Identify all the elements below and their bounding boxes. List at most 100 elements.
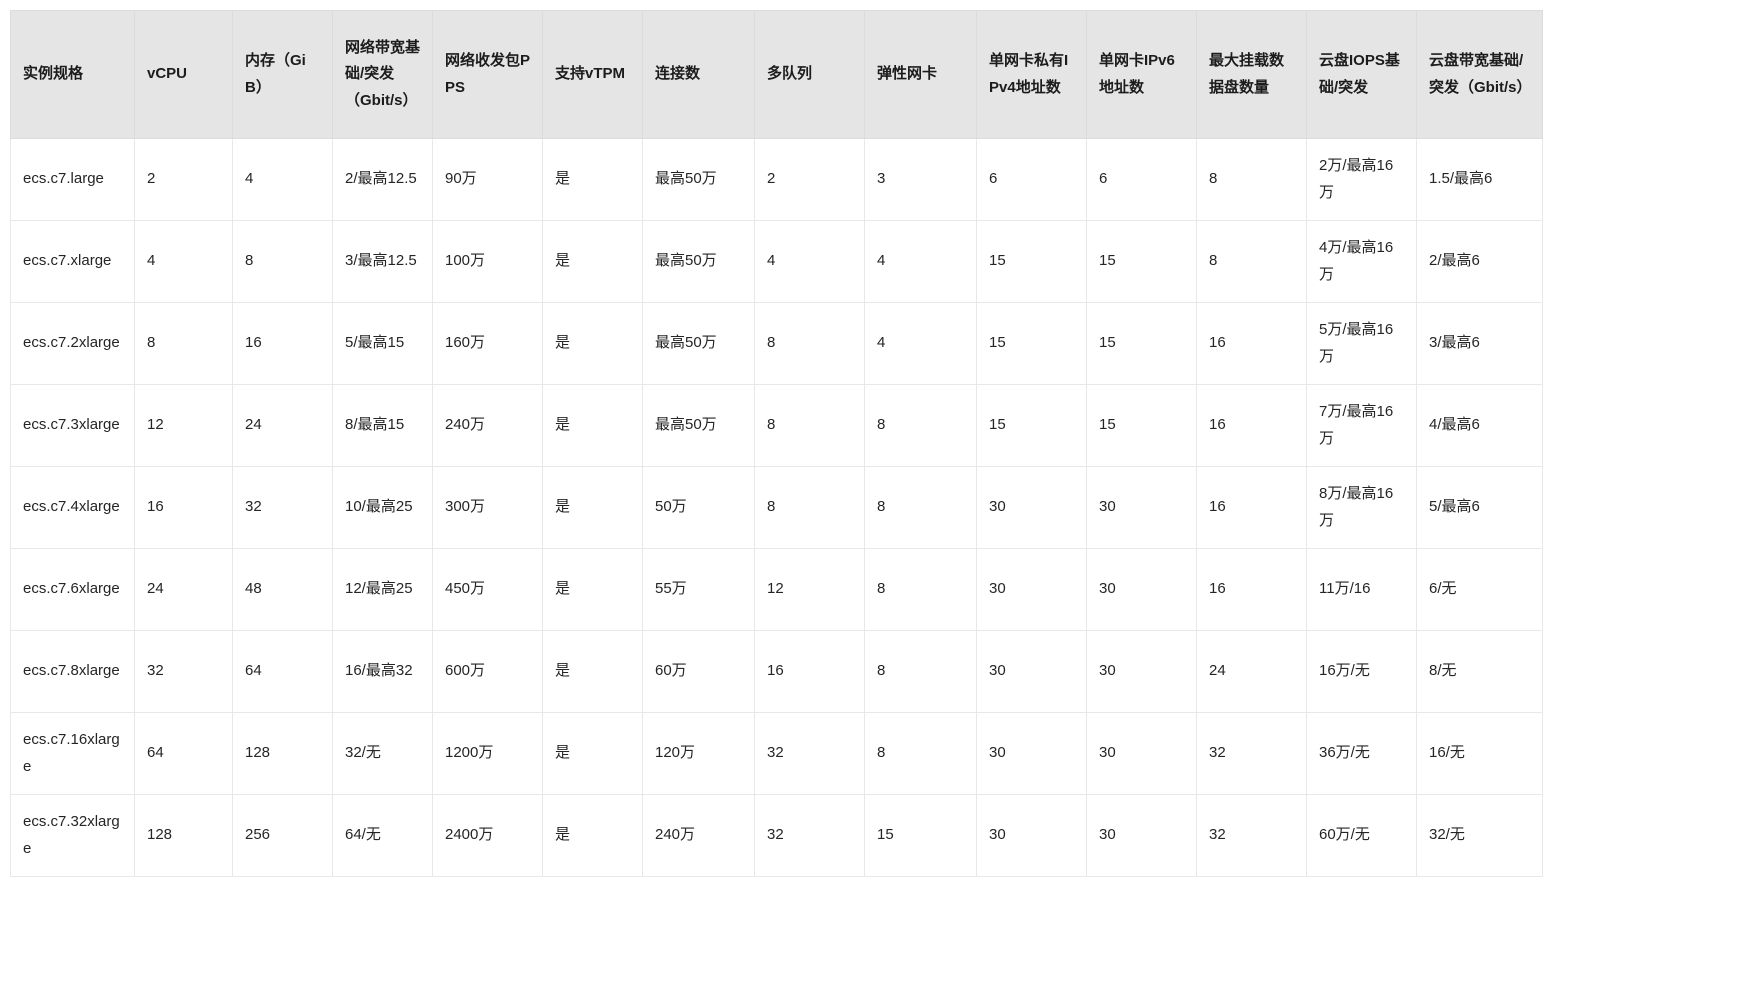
cell-memory: 128 — [232, 712, 333, 795]
table-row: ecs.c7.8xlarge 32 64 16/最高32 600万 是 60万 … — [10, 630, 1543, 713]
cell-vtpm: 是 — [542, 302, 643, 385]
cell-multi-queue: 32 — [754, 712, 865, 795]
cell-disk-iops: 8万/最高16万 — [1306, 466, 1417, 549]
cell-ipv6: 15 — [1086, 220, 1197, 303]
cell-elastic-nic: 8 — [864, 630, 977, 713]
cell-disk-iops: 7万/最高16万 — [1306, 384, 1417, 467]
cell-vcpu: 32 — [134, 630, 233, 713]
cell-max-data-disks: 8 — [1196, 138, 1307, 221]
cell-pps: 100万 — [432, 220, 543, 303]
cell-disk-bandwidth: 5/最高6 — [1416, 466, 1543, 549]
cell-connections: 最高50万 — [642, 220, 755, 303]
column-header-max-data-disks: 最大挂载数据盘数量 — [1196, 10, 1307, 139]
cell-private-ipv4: 15 — [976, 384, 1087, 467]
cell-vcpu: 4 — [134, 220, 233, 303]
cell-max-data-disks: 32 — [1196, 712, 1307, 795]
cell-max-data-disks: 16 — [1196, 548, 1307, 631]
cell-private-ipv4: 30 — [976, 712, 1087, 795]
cell-memory: 64 — [232, 630, 333, 713]
cell-network-bandwidth: 64/无 — [332, 794, 433, 877]
column-header-pps: 网络收发包PPS — [432, 10, 543, 139]
cell-pps: 160万 — [432, 302, 543, 385]
cell-vcpu: 64 — [134, 712, 233, 795]
cell-memory: 4 — [232, 138, 333, 221]
cell-private-ipv4: 15 — [976, 302, 1087, 385]
table-row: ecs.c7.3xlarge 12 24 8/最高15 240万 是 最高50万… — [10, 384, 1543, 467]
column-header-disk-iops: 云盘IOPS基础/突发 — [1306, 10, 1417, 139]
cell-connections: 最高50万 — [642, 138, 755, 221]
cell-max-data-disks: 16 — [1196, 384, 1307, 467]
cell-vtpm: 是 — [542, 548, 643, 631]
cell-private-ipv4: 30 — [976, 548, 1087, 631]
cell-vtpm: 是 — [542, 712, 643, 795]
cell-instance-type: ecs.c7.4xlarge — [10, 466, 135, 549]
cell-multi-queue: 2 — [754, 138, 865, 221]
table-body: ecs.c7.large 2 4 2/最高12.5 90万 是 最高50万 2 … — [10, 138, 1543, 877]
cell-network-bandwidth: 16/最高32 — [332, 630, 433, 713]
cell-connections: 50万 — [642, 466, 755, 549]
table-row: ecs.c7.large 2 4 2/最高12.5 90万 是 最高50万 2 … — [10, 138, 1543, 221]
cell-max-data-disks: 16 — [1196, 302, 1307, 385]
cell-elastic-nic: 8 — [864, 384, 977, 467]
cell-elastic-nic: 4 — [864, 302, 977, 385]
cell-disk-bandwidth: 4/最高6 — [1416, 384, 1543, 467]
cell-network-bandwidth: 3/最高12.5 — [332, 220, 433, 303]
cell-vcpu: 2 — [134, 138, 233, 221]
cell-connections: 60万 — [642, 630, 755, 713]
cell-vcpu: 12 — [134, 384, 233, 467]
cell-multi-queue: 8 — [754, 466, 865, 549]
cell-elastic-nic: 3 — [864, 138, 977, 221]
cell-network-bandwidth: 12/最高25 — [332, 548, 433, 631]
column-header-private-ipv4: 单网卡私有IPv4地址数 — [976, 10, 1087, 139]
cell-instance-type: ecs.c7.8xlarge — [10, 630, 135, 713]
column-header-vtpm: 支持vTPM — [542, 10, 643, 139]
cell-disk-iops: 5万/最高16万 — [1306, 302, 1417, 385]
cell-network-bandwidth: 32/无 — [332, 712, 433, 795]
column-header-disk-bandwidth: 云盘带宽基础/突发（Gbit/s） — [1416, 10, 1543, 139]
cell-pps: 1200万 — [432, 712, 543, 795]
cell-vtpm: 是 — [542, 138, 643, 221]
cell-disk-iops: 2万/最高16万 — [1306, 138, 1417, 221]
cell-instance-type: ecs.c7.16xlarge — [10, 712, 135, 795]
cell-instance-type: ecs.c7.32xlarge — [10, 794, 135, 877]
cell-ipv6: 15 — [1086, 384, 1197, 467]
cell-disk-bandwidth: 2/最高6 — [1416, 220, 1543, 303]
cell-disk-iops: 36万/无 — [1306, 712, 1417, 795]
cell-network-bandwidth: 5/最高15 — [332, 302, 433, 385]
cell-network-bandwidth: 2/最高12.5 — [332, 138, 433, 221]
cell-elastic-nic: 8 — [864, 548, 977, 631]
cell-ipv6: 15 — [1086, 302, 1197, 385]
cell-disk-iops: 4万/最高16万 — [1306, 220, 1417, 303]
cell-ipv6: 30 — [1086, 630, 1197, 713]
cell-disk-bandwidth: 3/最高6 — [1416, 302, 1543, 385]
cell-max-data-disks: 16 — [1196, 466, 1307, 549]
cell-disk-bandwidth: 8/无 — [1416, 630, 1543, 713]
cell-memory: 8 — [232, 220, 333, 303]
table-row: ecs.c7.xlarge 4 8 3/最高12.5 100万 是 最高50万 … — [10, 220, 1543, 303]
table-row: ecs.c7.2xlarge 8 16 5/最高15 160万 是 最高50万 … — [10, 302, 1543, 385]
cell-connections: 120万 — [642, 712, 755, 795]
cell-network-bandwidth: 10/最高25 — [332, 466, 433, 549]
cell-connections: 最高50万 — [642, 302, 755, 385]
cell-elastic-nic: 8 — [864, 712, 977, 795]
column-header-connections: 连接数 — [642, 10, 755, 139]
cell-vtpm: 是 — [542, 384, 643, 467]
cell-multi-queue: 16 — [754, 630, 865, 713]
table-header-row: 实例规格 vCPU 内存（GiB） 网络带宽基础/突发（Gbit/s） 网络收发… — [10, 10, 1543, 139]
column-header-vcpu: vCPU — [134, 10, 233, 139]
cell-private-ipv4: 6 — [976, 138, 1087, 221]
table-row: ecs.c7.6xlarge 24 48 12/最高25 450万 是 55万 … — [10, 548, 1543, 631]
cell-pps: 2400万 — [432, 794, 543, 877]
cell-ipv6: 30 — [1086, 548, 1197, 631]
cell-memory: 48 — [232, 548, 333, 631]
cell-disk-iops: 60万/无 — [1306, 794, 1417, 877]
cell-disk-bandwidth: 16/无 — [1416, 712, 1543, 795]
instance-spec-table: 实例规格 vCPU 内存（GiB） 网络带宽基础/突发（Gbit/s） 网络收发… — [10, 10, 1543, 877]
cell-multi-queue: 12 — [754, 548, 865, 631]
column-header-elastic-nic: 弹性网卡 — [864, 10, 977, 139]
cell-elastic-nic: 8 — [864, 466, 977, 549]
cell-disk-iops: 16万/无 — [1306, 630, 1417, 713]
cell-network-bandwidth: 8/最高15 — [332, 384, 433, 467]
cell-memory: 256 — [232, 794, 333, 877]
column-header-memory: 内存（GiB） — [232, 10, 333, 139]
